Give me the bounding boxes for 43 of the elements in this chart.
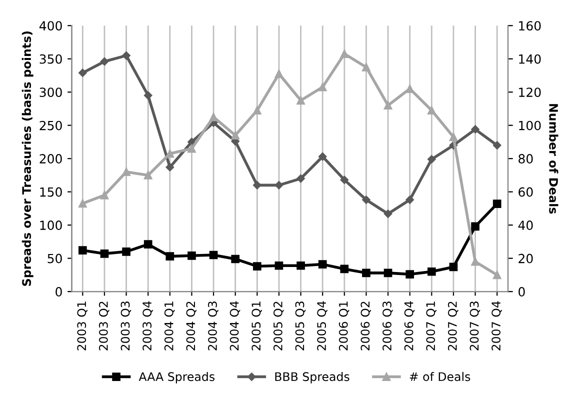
y-tick-label: 250 [40,120,62,130]
legend-label: # of Deals [410,372,470,382]
legend-label: BBB Spreads [275,372,350,384]
y2-tick-label: 100 [519,120,541,130]
y-tick-label: 200 [40,154,62,164]
y-tick-label: 300 [40,88,62,98]
y2-tick-label: 20 [518,254,533,264]
x-tick-label: 2005 Q4 [317,301,328,350]
y2-tick-label: 120 [519,88,541,98]
y-tick-label: 400 [39,21,62,31]
y2-tick-label: 60 [518,187,533,197]
x-tick-label: 2003 Q2 [98,302,110,350]
x-tick-label: 2006 Q3 [382,302,393,350]
y-tick-label: 150 [40,187,62,197]
y-axis-title: Spreads over Treasuries (basis points) [22,32,34,286]
x-tick-label: 2004 Q1 [164,302,175,350]
x-tick-label: 2005 Q3 [295,302,306,350]
y-tick-label: 100 [40,220,62,230]
x-tick-label: 2003 Q4 [142,301,153,350]
x-tick-label: 2007 Q4 [492,301,502,350]
y2-tick-label: 160 [519,21,541,31]
legend-label: AAA Spreads [138,372,214,384]
y2-tick-label: 80 [518,154,533,164]
x-tick-label: 2007 Q3 [470,302,480,350]
x-tick-label: 2003 Q1 [77,302,88,350]
x-tick-label: 2007 Q1 [426,302,436,350]
x-tick-label: 2005 Q2 [273,302,284,350]
x-tick-label: 2003 Q3 [120,302,132,350]
y2-tick-label: 0 [518,287,525,296]
y2-axis-title: Number of Deals [549,104,558,214]
y-tick-label: 0 [56,287,62,296]
x-tick-label: 2006 Q2 [360,302,371,350]
x-tick-label: 2004 Q4 [230,301,240,350]
y2-tick-label: 40 [518,220,533,230]
x-tick-label: 2005 Q1 [252,302,262,350]
y-tick-label: 50 [48,254,62,264]
y2-tick-label: 140 [519,54,541,64]
x-tick-label: 2004 Q3 [208,302,218,350]
x-tick-label: 2007 Q2 [448,302,458,350]
x-tick-label: 2004 Q2 [186,302,196,350]
x-tick-label: 2006 Q4 [404,301,415,350]
x-tick-label: 2006 Q1 [338,302,350,350]
y-tick-label: 350 [40,54,62,64]
